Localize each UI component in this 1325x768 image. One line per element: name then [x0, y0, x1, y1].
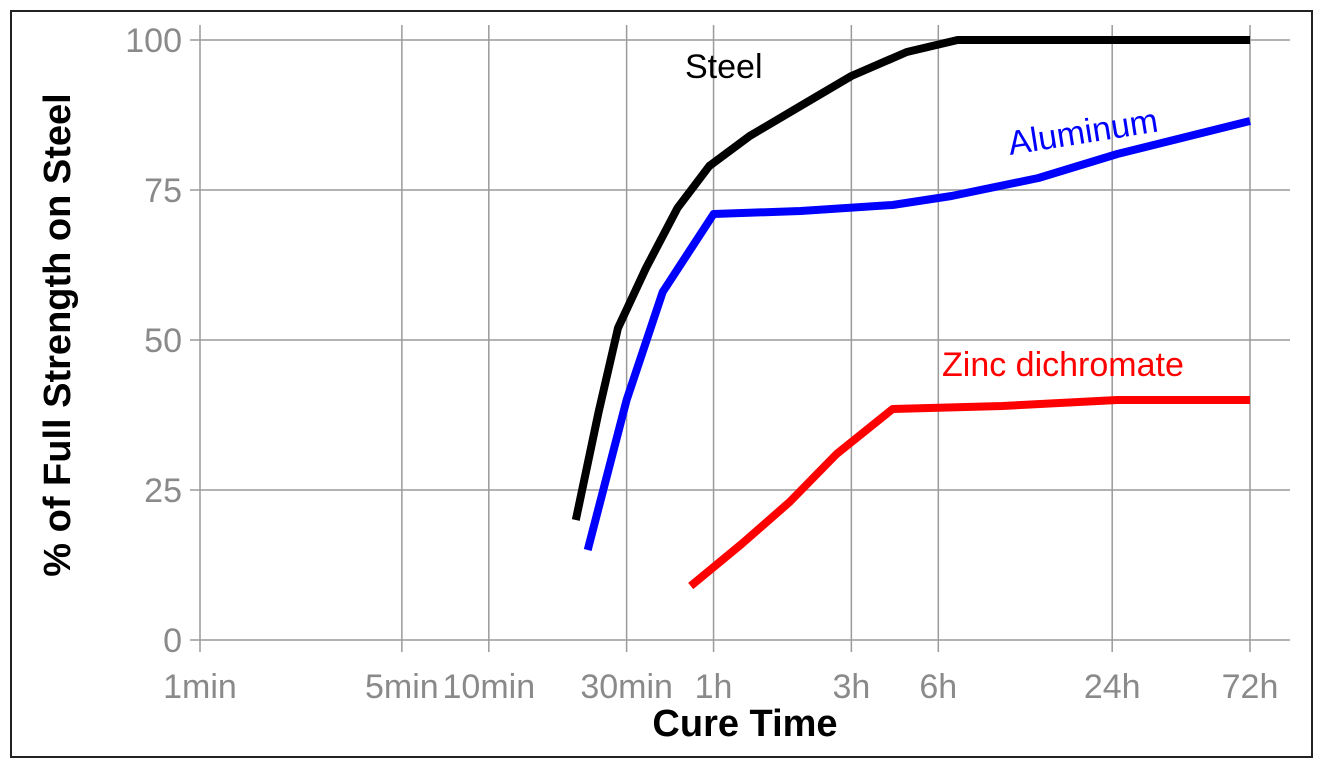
x-tick-label: 1h: [695, 668, 733, 706]
chart-frame: [10, 10, 1313, 758]
x-tick-label: 5min: [365, 668, 439, 706]
x-tick-label: 30min: [580, 668, 673, 706]
x-tick-label: 3h: [832, 668, 870, 706]
series-label-aluminum: Aluminum: [1005, 102, 1160, 163]
y-axis-title: % of Full Strength on Steel: [37, 93, 79, 576]
y-tick-label: 75: [144, 172, 182, 210]
series-line-zinc-dichromate: [688, 396, 1250, 590]
series-lines: [571, 36, 1251, 590]
y-tick-label: 25: [144, 472, 182, 510]
series-line-aluminum: [583, 117, 1251, 552]
tick-labels: 0 25 50 75 100 1min 5min 10min 30min 1h 3h 6h 24h 72h: [125, 22, 1278, 706]
x-tick-label: 72h: [1222, 668, 1279, 706]
x-tick-label: 10min: [443, 668, 536, 706]
y-tick-label: 100: [125, 22, 182, 60]
x-tick-label: 24h: [1084, 668, 1141, 706]
y-tick-label: 50: [144, 322, 182, 360]
grid: [190, 25, 1290, 652]
series-label-zinc-dichromate: Zinc dichromate: [942, 346, 1184, 384]
y-tick-label: 0: [163, 622, 182, 660]
series-line-steel: [571, 36, 1250, 521]
x-tick-label: 1min: [163, 668, 237, 706]
x-axis-title: Cure Time: [652, 703, 837, 745]
series-label-steel: Steel: [685, 48, 763, 86]
x-tick-label: 6h: [919, 668, 957, 706]
